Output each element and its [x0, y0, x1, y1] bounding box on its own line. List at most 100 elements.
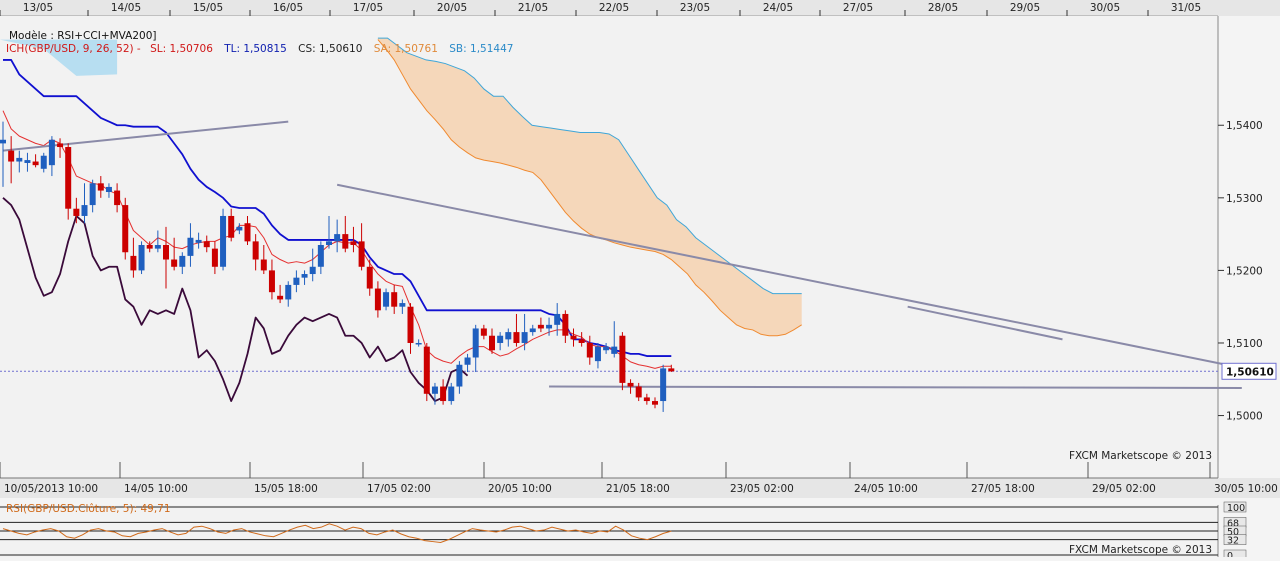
- candle-body: [529, 328, 536, 333]
- model-label: Modèle : RSI+CCI+MVA200]: [9, 30, 157, 42]
- cs-value: CS: 1,50610: [298, 43, 362, 55]
- candle-body: [163, 245, 169, 260]
- top-date-label: 24/05: [763, 2, 793, 14]
- top-scale-bg: [0, 0, 1280, 16]
- time-axis-label: 10/05/2013 10:00: [4, 483, 98, 495]
- candle-body: [586, 342, 593, 358]
- cloud-fill: [377, 38, 802, 336]
- candle-body: [423, 346, 430, 394]
- candle-body: [660, 368, 667, 402]
- candle-body: [472, 328, 479, 358]
- candle-body: [497, 335, 504, 343]
- rsi-axis-label: 68: [1227, 518, 1239, 529]
- top-date-label: 14/05: [111, 2, 141, 14]
- rsi-line: [2, 523, 672, 544]
- candle-body: [562, 313, 569, 336]
- candle-body: [48, 139, 55, 166]
- candle-body: [122, 205, 129, 253]
- candle-body: [668, 368, 675, 372]
- candle-body: [317, 245, 324, 267]
- candle-body: [652, 401, 658, 405]
- candle-body: [195, 239, 202, 243]
- sb-value: SB: 1,51447: [449, 43, 513, 55]
- rsi-level-box: [1223, 534, 1247, 545]
- candle-body: [578, 339, 585, 343]
- candle-body: [65, 147, 72, 209]
- top-date-scale: 13/05 14/05 15/05 16/05 17/05 20/05 21/05 22/05…: [0, 0, 1280, 17]
- candle-body: [146, 245, 153, 249]
- candle-body: [24, 160, 31, 163]
- candle-body: [374, 288, 381, 311]
- candle-body: [171, 259, 178, 267]
- candle-body: [220, 215, 227, 267]
- candle-body: [440, 386, 447, 402]
- candle-body: [399, 303, 406, 307]
- candle-body: [570, 335, 577, 340]
- price-axis: 1,5400 1,5300 1,5200 1,5100 1,5000 1,50610: [1221, 120, 1277, 423]
- candlesticks[interactable]: [0, 121, 675, 412]
- top-date-label: 16/05: [273, 2, 303, 14]
- candle-body: [505, 332, 512, 340]
- top-date-label: 28/05: [928, 2, 958, 14]
- candle-body: [97, 183, 104, 191]
- candle-body: [342, 234, 349, 249]
- candle-body: [301, 274, 308, 278]
- sl-value: SL: 1,50706: [150, 43, 213, 55]
- candle-body: [611, 346, 618, 354]
- candle-body: [81, 205, 88, 216]
- candle-body: [89, 183, 96, 206]
- candle-body: [415, 342, 422, 345]
- time-axis-label: 20/05 10:00: [488, 483, 552, 495]
- time-axis-label: 17/05 02:00: [367, 483, 431, 495]
- top-date-label: 31/05: [1171, 2, 1201, 14]
- candle-body: [456, 364, 463, 387]
- sa-value: SA: 1,50761: [374, 43, 438, 55]
- candle-body: [513, 332, 520, 343]
- candle-body: [350, 241, 357, 245]
- rsi-axis-label: 100: [1227, 503, 1245, 514]
- candle-body: [464, 357, 471, 365]
- time-axis-label: 29/05 02:00: [1092, 483, 1156, 495]
- trendline: [907, 305, 1063, 341]
- current-price-label: 1,50610: [1226, 366, 1274, 378]
- candle-body: [537, 324, 544, 329]
- candle-body: [277, 295, 284, 300]
- candle-body: [130, 255, 137, 271]
- candle-body: [244, 223, 251, 242]
- ich-label: ICH(GBP/USD, 9, 26, 52) -: [6, 43, 141, 55]
- candle-body: [8, 150, 15, 162]
- rsi-level-box: [1223, 501, 1247, 513]
- candle-body: [203, 241, 210, 248]
- candle-body: [0, 139, 6, 144]
- candle-body: [138, 245, 145, 271]
- candle-body: [635, 386, 642, 398]
- tl-value: TL: 1,50815: [223, 43, 287, 55]
- candle-body: [480, 328, 487, 336]
- chikou-span: [2, 197, 469, 402]
- plot-area: [0, 16, 1218, 478]
- price-axis-label: 1,5100: [1226, 338, 1263, 350]
- top-date-label: 23/05: [680, 2, 710, 14]
- candle-body: [546, 324, 553, 329]
- candle-body: [334, 234, 341, 242]
- candle-body: [366, 266, 373, 289]
- time-axis-label: 27/05 18:00: [971, 483, 1035, 495]
- time-axis-bg: [0, 478, 1280, 498]
- legend: Modèle : RSI+CCI+MVA200] ICH(GBP/USD, 9,…: [6, 30, 513, 55]
- candle-body: [16, 157, 23, 162]
- candle-body: [268, 270, 275, 293]
- top-date-label: 29/05: [1010, 2, 1040, 14]
- time-axis-label: 15/05 18:00: [254, 483, 318, 495]
- candle-body: [431, 386, 438, 394]
- candle-body: [105, 186, 112, 193]
- candle-body: [594, 346, 601, 362]
- candle-body: [358, 241, 365, 267]
- rsi-watermark: FXCM Marketscope © 2013: [1069, 544, 1212, 556]
- candle-body: [187, 237, 194, 256]
- rsi-axis-label: 50: [1227, 527, 1239, 538]
- candle-body: [211, 248, 218, 267]
- price-grid: [0, 16, 1224, 478]
